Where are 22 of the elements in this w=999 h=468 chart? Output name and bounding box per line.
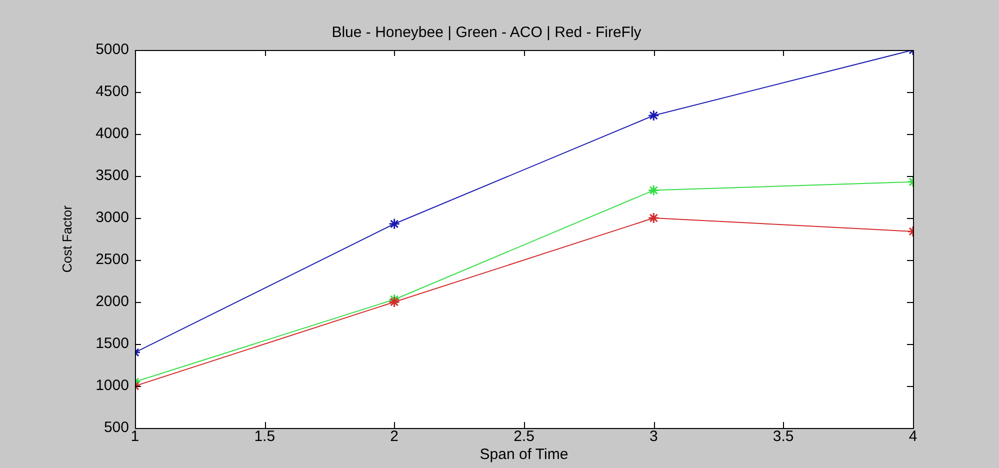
chart-title: Blue - Honeybee | Green - ACO | Red - FireFly xyxy=(332,24,642,42)
y-tick-label: 3000 xyxy=(96,209,129,226)
x-tick-label: 2.5 xyxy=(514,428,534,446)
y-tick-label: 3500 xyxy=(96,167,129,184)
x-tick-label: 4 xyxy=(908,428,918,446)
point xyxy=(648,110,660,122)
y-tick-label: 500 xyxy=(104,419,129,436)
point xyxy=(388,218,400,230)
y-tick-label: 2000 xyxy=(96,293,129,310)
y-tick-label: 1500 xyxy=(96,335,129,352)
x-axis-title: Span of Time xyxy=(480,446,568,464)
x-tick-label: 3.5 xyxy=(772,428,794,446)
y-tick-label: 2500 xyxy=(96,251,129,268)
x-tick-label: 1.5 xyxy=(254,428,276,446)
x-tick-label: 2 xyxy=(390,428,398,446)
x-tick-label: 3 xyxy=(649,428,658,446)
y-tick-label: 4000 xyxy=(96,125,129,142)
y-tick-label: 5000 xyxy=(96,41,129,58)
y-axis-title: Cost Factor xyxy=(59,204,74,273)
y-tick-label: 4500 xyxy=(96,83,129,100)
y-tick-label: 1000 xyxy=(96,377,129,394)
x-tick-label: 1 xyxy=(130,428,140,446)
